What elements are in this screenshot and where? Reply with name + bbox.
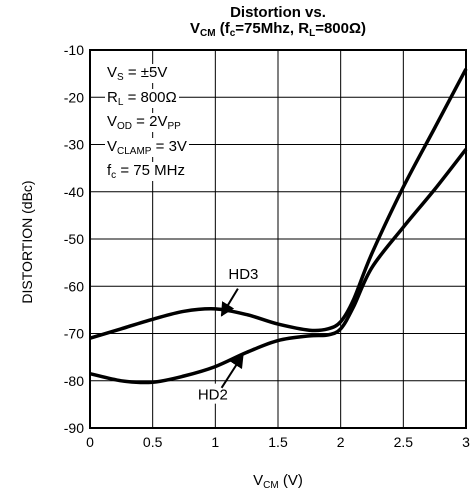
- series-line-hd2: [89, 148, 468, 385]
- chart-title-line2: VCM (fc=75Mhz, RL=800Ω): [189, 20, 366, 39]
- x-tick-label: 2: [337, 434, 345, 450]
- chart-title-line1: Distortion vs.: [230, 4, 326, 21]
- condition-line: VOD = 2VPP: [105, 113, 183, 132]
- chart-annotations: HD3 HD2: [188, 263, 267, 404]
- condition-line: RL = 800Ω: [105, 88, 179, 108]
- x-tick-label: 0: [86, 434, 94, 450]
- y-tick-label: -90: [64, 420, 84, 436]
- x-tick-label: 0.5: [143, 434, 163, 450]
- x-tick-label: 3: [462, 434, 470, 450]
- y-axis-ticks: -90 -80 -70 -60 -50 -40 -30 -20 -10: [64, 42, 84, 436]
- hd2-label: HD2: [198, 387, 228, 404]
- x-tick-label: 2.5: [394, 434, 414, 450]
- y-tick-label: -10: [64, 42, 84, 58]
- hd3-arrow: [220, 288, 239, 317]
- y-tick-label: -20: [64, 89, 84, 105]
- x-axis-ticks: 0 0.5 1 1.5 2 2.5 3: [86, 434, 470, 450]
- series-line-hd3: [89, 68, 468, 340]
- y-tick-label: -50: [64, 231, 84, 247]
- y-axis-label: DISTORTION (dBc): [19, 180, 35, 304]
- x-axis-label: VCM (V): [253, 472, 303, 491]
- x-tick-label: 1.5: [268, 434, 288, 450]
- y-tick-label: -60: [64, 278, 84, 294]
- y-tick-label: -80: [64, 373, 84, 389]
- chart-series: [89, 68, 468, 385]
- hd2-arrow: [220, 353, 244, 389]
- condition-line: VCLAMP = 3V: [105, 137, 189, 157]
- hd3-label: HD3: [228, 266, 258, 283]
- condition-line: fc = 75 MHz: [105, 162, 187, 181]
- y-tick-label: -30: [64, 137, 84, 153]
- x-tick-label: 1: [211, 434, 219, 450]
- chart-grid: [89, 49, 467, 429]
- y-tick-label: -70: [64, 326, 84, 342]
- y-tick-label: -40: [64, 184, 84, 200]
- plot-frame: [89, 49, 467, 429]
- condition-line: VS = ±5V: [105, 64, 170, 83]
